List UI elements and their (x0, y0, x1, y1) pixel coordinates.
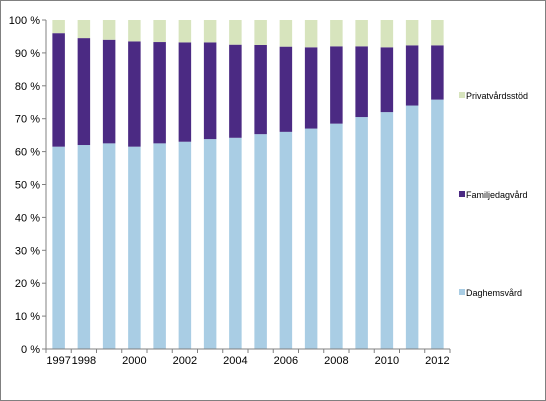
legend-label-familjedagvard: Familjedagvård (466, 190, 528, 200)
bar-daghemsvard-1998 (77, 145, 91, 349)
legend: Privatvårdsstöd Familjedagvård Daghemsvå… (459, 91, 528, 298)
bar-privatvardsstod-1999 (102, 20, 116, 40)
legend-swatch-familjedagvard (459, 191, 465, 197)
bar-familjedagvard-2003 (203, 42, 217, 140)
bar-daghemsvard-2003 (203, 139, 217, 349)
bar-familjedagvard-2007 (304, 47, 318, 129)
x-tick-label: 2008 (324, 355, 348, 367)
bar-familjedagvard-2010 (380, 47, 394, 113)
bar-familjedagvard-2002 (178, 42, 192, 142)
bar-daghemsvard-2010 (380, 112, 394, 350)
x-tick-label: 1998 (72, 355, 96, 367)
bar-daghemsvard-2009 (355, 117, 368, 349)
bar-daghemsvard-2001 (153, 143, 166, 350)
bar-familjedagvard-2006 (279, 46, 293, 132)
legend-label-daghemsvard: Daghemsvård (466, 288, 522, 298)
bar-privatvardsstod-2000 (128, 20, 141, 42)
bar-privatvardsstod-2003 (203, 20, 217, 43)
bar-familjedagvard-2009 (355, 46, 368, 118)
bar-familjedagvard-2011 (405, 45, 419, 106)
bar-privatvardsstod-2008 (330, 20, 343, 47)
y-tick-label: 100 % (9, 15, 40, 27)
x-axis: 1997 1998 2000 2002 2004 2006 2008 2010 2012 (45, 348, 451, 367)
bar-familjedagvard-1997 (52, 33, 65, 147)
bar-familjedagvard-2008 (330, 46, 343, 124)
bar-privatvardsstod-2004 (229, 20, 242, 45)
bar-privatvardsstod-2007 (304, 20, 318, 48)
x-tick-label: 2002 (173, 355, 197, 367)
bar-familjedagvard-1998 (77, 38, 91, 146)
bar-daghemsvard-2008 (330, 123, 343, 349)
bar-daghemsvard-1999 (102, 143, 116, 350)
bar-privatvardsstod-2012 (431, 20, 444, 46)
y-tick-label: 30 % (15, 245, 40, 257)
bar-daghemsvard-2011 (405, 105, 419, 349)
x-tick-label: 2012 (425, 355, 449, 367)
bar-familjedagvard-2004 (229, 44, 242, 138)
bar-privatvardsstod-1998 (77, 20, 91, 39)
y-tick-label: 60 % (15, 147, 40, 159)
y-axis: 0 % 10 % 20 % 30 % 40 % 50 % 60 % 70 % 80 % 90 % 1… (9, 15, 47, 356)
bar-daghemsvard-2002 (178, 141, 192, 349)
bar-privatvardsstod-1997 (52, 20, 65, 34)
y-tick-label: 50 % (15, 180, 40, 192)
x-tick-label: 1997 (46, 355, 70, 367)
bar-daghemsvard-2007 (304, 128, 318, 349)
bar-privatvardsstod-2005 (254, 20, 267, 45)
bar-privatvardsstod-2010 (380, 20, 394, 48)
bar-daghemsvard-2004 (229, 137, 242, 349)
bar-daghemsvard-1997 (52, 146, 65, 349)
bar-daghemsvard-2012 (431, 99, 444, 350)
bar-daghemsvard-2006 (279, 131, 293, 349)
bar-familjedagvard-2000 (128, 41, 141, 147)
plot-area (52, 20, 444, 350)
legend-label-privatvardsstod: Privatvårdsstöd (466, 91, 528, 101)
bar-daghemsvard-2000 (128, 146, 141, 349)
bar-familjedagvard-2005 (254, 45, 267, 135)
y-tick-label: 20 % (15, 278, 40, 290)
bar-familjedagvard-1999 (102, 39, 116, 144)
bar-daghemsvard-2005 (254, 134, 267, 349)
bar-familjedagvard-2012 (431, 45, 444, 100)
y-tick-label: 10 % (15, 311, 40, 323)
bar-familjedagvard-2001 (153, 42, 166, 144)
bar-privatvardsstod-2011 (405, 20, 419, 46)
x-tick-label: 2006 (274, 355, 298, 367)
bar-privatvardsstod-2009 (355, 20, 368, 47)
y-tick-label: 90 % (15, 48, 40, 60)
x-tick-label: 2010 (375, 355, 399, 367)
legend-swatch-privatvardsstod (459, 92, 465, 98)
x-tick-label: 2000 (122, 355, 146, 367)
y-tick-label: 0 % (21, 344, 40, 356)
y-tick-label: 40 % (15, 212, 40, 224)
bar-privatvardsstod-2001 (153, 20, 166, 43)
legend-swatch-daghemsvard (459, 289, 465, 295)
bar-privatvardsstod-2002 (178, 20, 192, 43)
y-tick-label: 80 % (15, 81, 40, 93)
bar-privatvardsstod-2006 (279, 20, 293, 47)
x-tick-label: 2004 (223, 355, 247, 367)
y-tick-label: 70 % (15, 114, 40, 126)
